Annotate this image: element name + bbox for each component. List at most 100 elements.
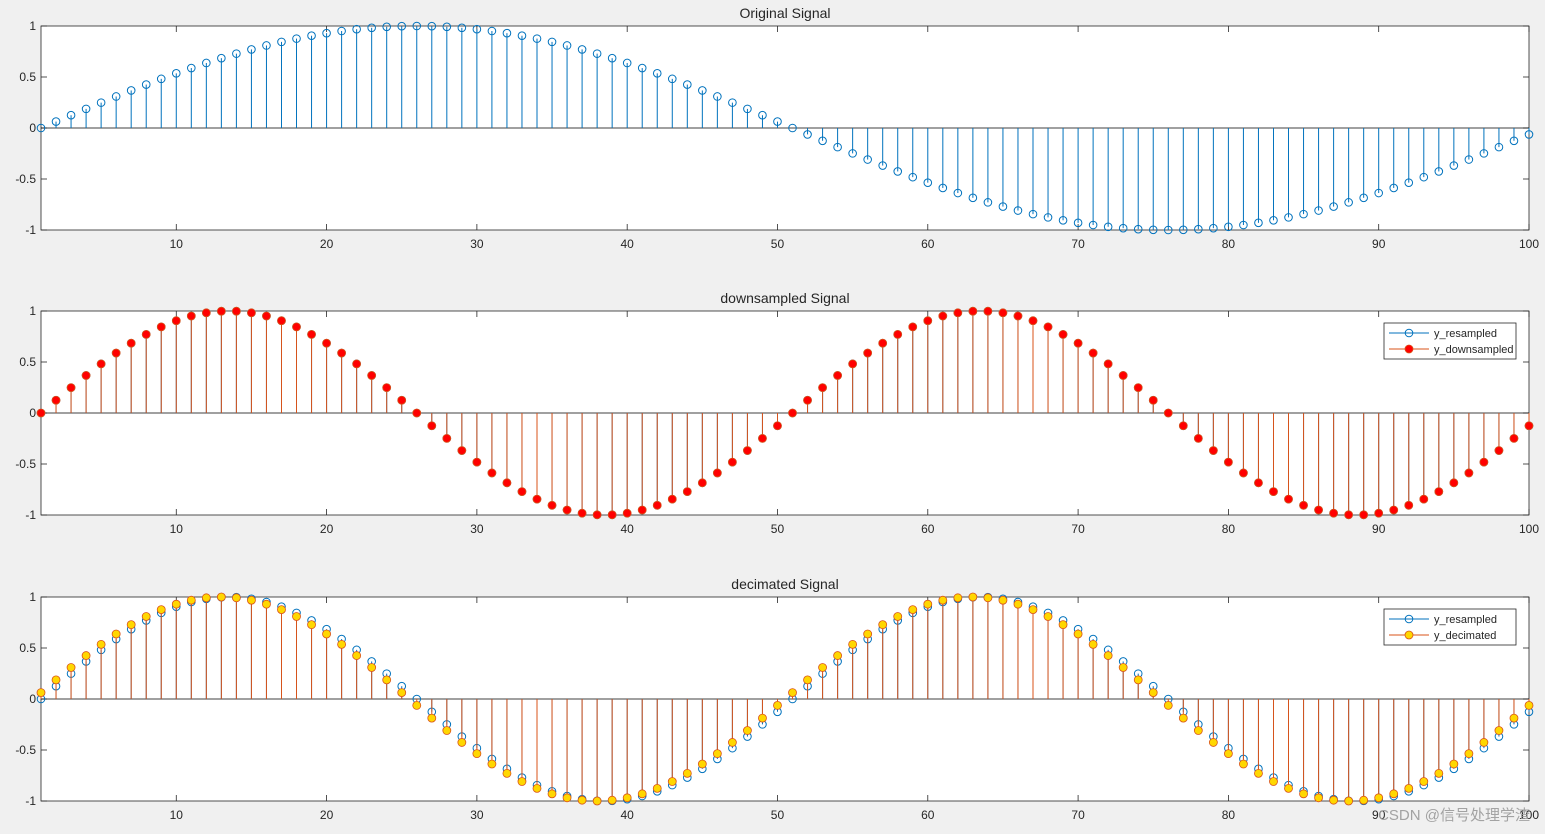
stem-marker xyxy=(607,795,617,805)
legend-marker xyxy=(1404,630,1414,640)
stem-marker xyxy=(983,198,993,207)
stem-marker xyxy=(953,308,963,318)
stem-marker xyxy=(547,789,557,799)
stem-marker xyxy=(848,149,857,158)
y-tick-label: -1 xyxy=(25,794,36,808)
stem-marker xyxy=(1314,206,1323,215)
stem-marker xyxy=(1103,651,1113,660)
stem-marker xyxy=(277,605,286,615)
stem-marker xyxy=(863,629,873,639)
stem-marker xyxy=(1359,795,1369,805)
stem-marker xyxy=(216,306,226,316)
stem-marker xyxy=(156,605,166,615)
stem-marker xyxy=(1118,371,1128,380)
stem-marker xyxy=(36,688,46,697)
stem-marker xyxy=(562,505,572,515)
stem-marker xyxy=(1103,222,1113,232)
stem-marker xyxy=(201,308,211,318)
stem-marker xyxy=(833,651,843,660)
stem-marker xyxy=(803,675,812,685)
stem-marker xyxy=(1524,130,1534,139)
stem-marker xyxy=(126,620,136,630)
stem-marker xyxy=(1344,198,1353,207)
stem-marker xyxy=(427,21,437,31)
x-tick-label: 40 xyxy=(621,808,635,822)
stem-marker xyxy=(833,371,843,380)
x-tick-label: 40 xyxy=(621,237,635,251)
stem-marker xyxy=(1073,218,1083,228)
stem-marker xyxy=(938,595,948,605)
stem-marker xyxy=(713,92,722,101)
stem-marker xyxy=(1389,183,1399,193)
stem-marker xyxy=(818,663,827,672)
x-tick-label: 80 xyxy=(1222,808,1236,822)
stem-marker xyxy=(1509,136,1519,146)
x-tick-label: 50 xyxy=(771,808,785,822)
chart-title: downsampled Signal xyxy=(720,290,849,306)
stem-marker xyxy=(773,117,782,126)
y-tick-label: 0.5 xyxy=(19,641,36,655)
stem-marker xyxy=(1043,322,1053,332)
stem-marker xyxy=(562,793,572,803)
stem-marker xyxy=(727,457,737,467)
stem-marker xyxy=(743,726,752,735)
stem-marker xyxy=(51,117,61,126)
stem-marker xyxy=(231,306,241,316)
stem-marker xyxy=(652,500,662,510)
stem-marker xyxy=(1239,468,1248,478)
stem-marker xyxy=(1389,505,1399,515)
stem-marker xyxy=(427,421,437,431)
stem-marker xyxy=(1133,224,1143,234)
stem-marker xyxy=(998,308,1008,318)
stem-marker xyxy=(788,688,797,697)
stem-marker xyxy=(1118,663,1128,672)
stem-marker xyxy=(337,348,347,358)
stem-marker xyxy=(111,348,121,358)
stem-marker xyxy=(292,34,301,43)
stem-marker xyxy=(1043,213,1053,222)
stem-marker xyxy=(1449,161,1459,170)
y-tick-label: 0.5 xyxy=(19,70,36,84)
stem-marker xyxy=(532,783,542,793)
stem-marker xyxy=(1239,759,1248,769)
series-y_decimated xyxy=(36,592,1534,806)
stem-marker xyxy=(547,37,557,47)
stem-marker xyxy=(427,713,437,723)
stem-marker xyxy=(307,620,316,630)
y-tick-label: -1 xyxy=(25,223,36,237)
stem-marker xyxy=(111,629,121,639)
stem-marker xyxy=(1178,713,1188,723)
x-tick-label: 80 xyxy=(1222,237,1236,251)
stem-marker xyxy=(66,383,76,393)
stem-marker xyxy=(637,505,647,515)
stem-marker xyxy=(367,663,377,672)
stem-marker xyxy=(96,639,106,649)
stem-marker xyxy=(773,701,782,710)
stem-marker xyxy=(1088,639,1098,649)
stem-marker xyxy=(1374,188,1383,198)
stem-marker xyxy=(96,98,106,107)
stem-marker xyxy=(502,28,512,38)
stem-marker xyxy=(96,359,106,369)
x-tick-label: 50 xyxy=(771,237,785,251)
y-tick-label: -0.5 xyxy=(15,457,36,471)
stem-marker xyxy=(1133,675,1143,685)
stem-marker xyxy=(1509,713,1519,723)
stem-marker xyxy=(171,69,181,78)
stem-marker xyxy=(337,26,346,36)
stem-marker xyxy=(1449,759,1459,769)
x-tick-label: 50 xyxy=(771,522,785,536)
stem-marker xyxy=(562,41,572,50)
legend-label: y_resampled xyxy=(1434,328,1497,340)
stem-marker xyxy=(1269,777,1278,786)
legend: y_resampled y_decimated xyxy=(1383,608,1517,646)
stem-marker xyxy=(773,421,782,431)
x-tick-label: 40 xyxy=(621,522,635,536)
stem-marker xyxy=(457,738,467,747)
x-tick-label: 10 xyxy=(170,522,184,536)
stem-marker xyxy=(111,92,121,101)
stem-marker xyxy=(412,21,422,31)
stem-marker xyxy=(938,311,948,321)
stem-marker xyxy=(382,383,392,393)
stem-marker xyxy=(697,759,707,769)
